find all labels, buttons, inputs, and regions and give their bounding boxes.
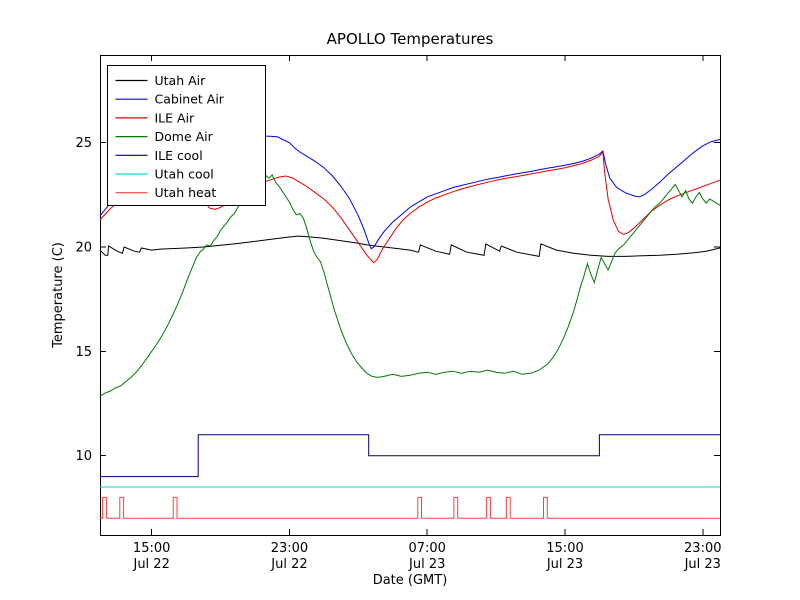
series-line-ile-cool <box>100 434 720 478</box>
y-axis-label: Temperature (C) <box>51 242 66 349</box>
x-tick-label-date: Jul 23 <box>684 557 721 572</box>
legend-label-utah-heat: Utah heat <box>155 185 217 200</box>
series-line-utah-heat <box>100 496 720 519</box>
legend-label-ile-air: ILE Air <box>155 110 196 125</box>
plot-frame <box>100 55 721 536</box>
x-tick-label-time: 07:00 <box>408 541 445 556</box>
x-tick-label-date: Jul 23 <box>546 557 583 572</box>
legend: Utah Air Cabinet Air ILE Air Dome Air ILE co… <box>107 65 266 206</box>
legend-label-utah-cool: Utah cool <box>155 167 214 182</box>
legend-label-dome-air: Dome Air <box>155 129 214 144</box>
x-tick-label-date: Jul 23 <box>408 557 445 572</box>
x-tick-label-date: Jul 22 <box>270 557 307 572</box>
x-tick-label-time: 23:00 <box>684 541 721 556</box>
y-tick-label: 20 <box>75 241 92 256</box>
x-tick-label-time: 23:00 <box>271 541 308 556</box>
series-line-utah-air <box>99 235 721 257</box>
chart-title: APOLLO Temperatures <box>327 30 494 48</box>
y-tick-label: 10 <box>75 449 92 464</box>
x-axis-label: Date (GMT) <box>373 573 448 588</box>
x-tick-label-time: 15:00 <box>546 541 583 556</box>
legend-box <box>107 65 266 206</box>
x-tick-label-date: Jul 22 <box>132 557 169 572</box>
legend-label-utah-air: Utah Air <box>155 73 207 88</box>
legend-label-ile-cool: ILE cool <box>155 148 203 163</box>
y-tick-label: 25 <box>75 136 92 151</box>
x-tick-label-time: 15:00 <box>133 541 170 556</box>
series-line-dome-air <box>99 174 721 397</box>
y-tick-label: 15 <box>75 345 92 360</box>
legend-label-cabinet-air: Cabinet Air <box>155 92 225 107</box>
